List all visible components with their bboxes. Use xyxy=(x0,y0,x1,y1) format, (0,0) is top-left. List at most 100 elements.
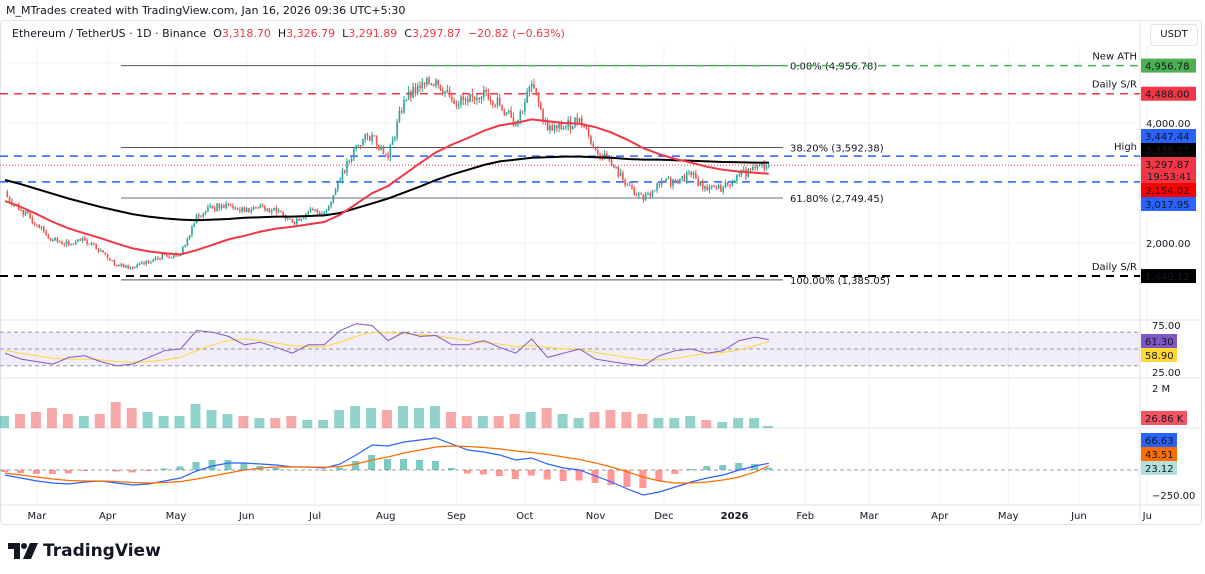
candle-body xyxy=(115,265,118,267)
signal-tag-text: 43.51 xyxy=(1145,450,1174,461)
candle-body xyxy=(660,180,663,185)
candle-body xyxy=(469,93,471,102)
volume-bar xyxy=(366,408,377,428)
candle-body xyxy=(27,210,29,214)
volume-tick-label: 2 M xyxy=(1152,384,1170,395)
candle-body xyxy=(690,172,693,176)
candle-body xyxy=(81,237,84,241)
macd-histogram-bar xyxy=(415,460,423,470)
volume-bar xyxy=(110,402,121,428)
candle-body xyxy=(359,145,362,147)
candle-body xyxy=(692,172,695,176)
tradingview-logo[interactable]: TradingView xyxy=(8,541,161,561)
candle-body xyxy=(729,184,731,186)
candle-body xyxy=(312,208,314,210)
candle-body xyxy=(33,223,36,225)
volume-bar xyxy=(46,408,57,428)
fib-label: 0.00% (4,956.78) xyxy=(790,62,877,73)
currency-button[interactable]: USDT xyxy=(1150,24,1198,46)
macd-histogram-bar xyxy=(735,463,743,470)
macd-histogram-bar xyxy=(160,468,168,470)
candle-body xyxy=(373,135,376,137)
macd-histogram-bar xyxy=(352,461,360,470)
volume-bar xyxy=(701,420,712,428)
volume-bar xyxy=(222,414,233,428)
volume-bar xyxy=(62,414,73,428)
macd-tick-label: −250.00 xyxy=(1152,491,1195,502)
macd-histogram-bar xyxy=(320,470,328,471)
macd-histogram-bar xyxy=(80,470,88,471)
candle-body xyxy=(533,84,535,89)
candle-body xyxy=(768,165,770,167)
candle-body xyxy=(99,250,102,252)
candle-body xyxy=(68,241,70,245)
candle-body xyxy=(457,104,460,106)
candle-body xyxy=(84,237,86,240)
candle-body xyxy=(291,219,294,222)
candle-body xyxy=(323,211,325,214)
candle-body xyxy=(542,109,544,122)
candle-body xyxy=(749,168,752,170)
x-tick-label: 2026 xyxy=(721,511,749,522)
candle-body xyxy=(562,127,565,130)
macd-histogram-bar xyxy=(336,467,344,470)
candle-body xyxy=(622,172,624,180)
macd-histogram-bar xyxy=(591,470,599,483)
candle-body xyxy=(150,261,152,263)
volume-tag xyxy=(1141,411,1187,425)
candle-body xyxy=(699,181,702,186)
close-value: 3,297.87 xyxy=(411,27,461,40)
candle-body xyxy=(658,183,661,185)
volume-bar xyxy=(190,404,201,428)
candle-body xyxy=(42,226,45,232)
candle-body xyxy=(120,263,123,266)
candle-body xyxy=(369,136,371,142)
candle-body xyxy=(97,249,100,252)
candle-body xyxy=(384,153,387,155)
volume-bar xyxy=(762,426,773,428)
macd-histogram-bar xyxy=(655,470,663,481)
candle-body xyxy=(232,205,234,208)
candle-body xyxy=(494,105,496,107)
candle-body xyxy=(396,121,398,138)
candle-body xyxy=(549,125,551,131)
macd-histogram-bar xyxy=(623,470,631,487)
candle-body xyxy=(225,203,227,208)
sma-200-line xyxy=(4,155,769,222)
candle-body xyxy=(277,210,280,212)
macd-histogram-bar xyxy=(32,470,40,474)
macd-histogram-bar xyxy=(447,468,455,470)
candle-body xyxy=(651,190,654,196)
candle-body xyxy=(485,90,487,93)
candle-body xyxy=(471,93,474,97)
x-tick-label: Mar xyxy=(27,511,47,522)
macd-histogram-bar xyxy=(192,462,200,470)
candle-body xyxy=(380,147,382,151)
candle-body xyxy=(416,85,419,94)
candle-body xyxy=(337,181,339,190)
candle-body xyxy=(435,79,437,86)
candle-body xyxy=(758,164,761,166)
candle-body xyxy=(619,172,622,177)
candle-body xyxy=(29,213,31,219)
macd-histogram-bar xyxy=(48,470,56,474)
candle-body xyxy=(245,207,248,212)
candle-body xyxy=(635,195,638,197)
macd-histogram-bar xyxy=(272,468,280,470)
candle-body xyxy=(8,197,11,202)
candle-body xyxy=(599,154,601,158)
fib-label: 38.20% (3,592.38) xyxy=(790,143,884,154)
candle-body xyxy=(505,112,508,115)
macd-histogram-bar xyxy=(511,470,519,479)
x-tick-label: Mar xyxy=(860,511,880,522)
candle-body xyxy=(20,209,22,211)
candle-body xyxy=(578,118,581,123)
candle-body xyxy=(243,207,246,212)
candle-body xyxy=(129,267,132,269)
candle-body xyxy=(223,205,225,208)
volume-bar xyxy=(334,410,345,428)
candle-body xyxy=(184,245,186,248)
fib-label: 100.00% (1,385.05) xyxy=(790,276,890,287)
symbol-name[interactable]: Ethereum / TetherUS · 1D · Binance xyxy=(12,27,207,40)
